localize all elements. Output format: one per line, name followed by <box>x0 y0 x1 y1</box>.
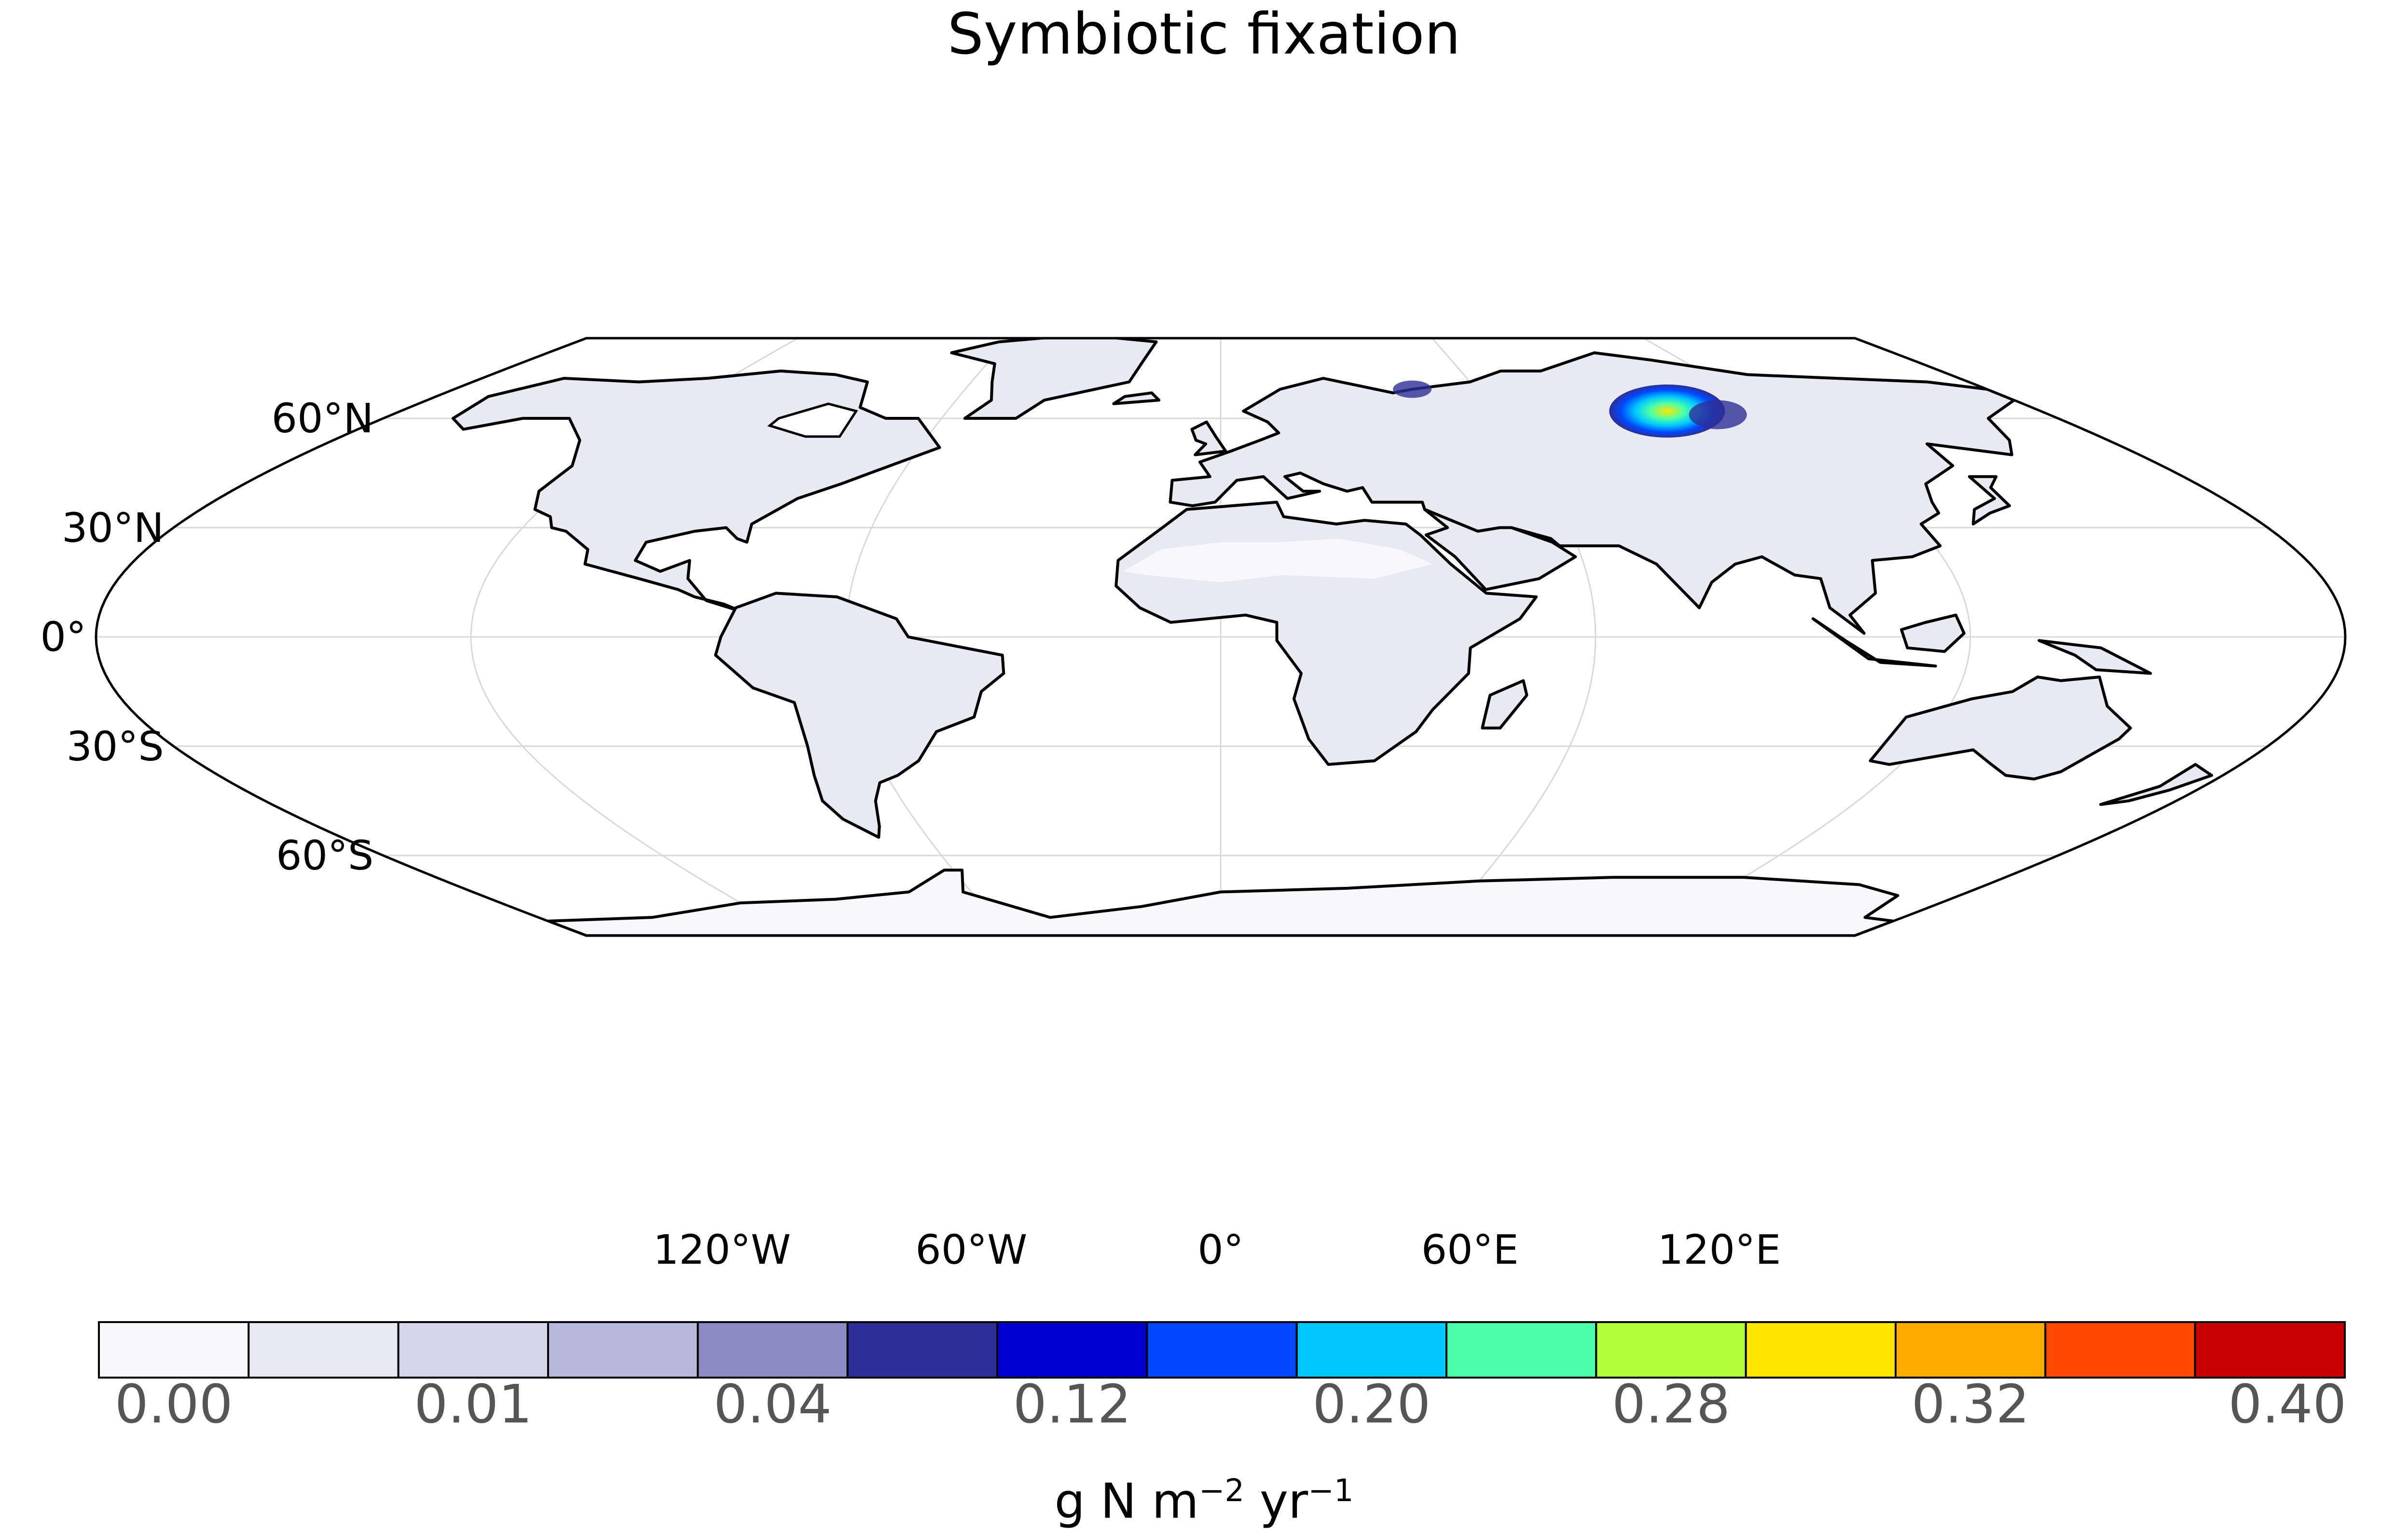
landmass-madagascar <box>1481 679 1528 730</box>
colorbar-segment <box>1595 1321 1747 1379</box>
colorbar-tick: 0.32 <box>1911 1373 2030 1435</box>
sahara-low-region <box>1123 538 1433 582</box>
colorbar-tick: 0.01 <box>414 1373 533 1435</box>
hotspot-tail <box>1689 400 1747 429</box>
colorbar-segment <box>1745 1321 1897 1379</box>
colorbar-segment <box>2044 1321 2196 1379</box>
colorbar-segment <box>1146 1321 1298 1379</box>
landmass-new-guinea <box>2037 639 2152 675</box>
colorbar-tick: 0.28 <box>1612 1373 1730 1435</box>
landmass-antarctica <box>546 869 1899 936</box>
landmass-uk <box>1190 420 1227 456</box>
colorbar <box>98 1321 2346 1379</box>
lat-label: 60°N <box>271 395 374 442</box>
colorbar-segment <box>996 1321 1148 1379</box>
colorbar-segment <box>697 1321 849 1379</box>
colorbar-tick: 0.40 <box>2228 1373 2347 1435</box>
landmass-sumatra-java <box>1811 617 1937 668</box>
colorbar-tick: 0.00 <box>114 1373 233 1435</box>
colorbar-unit-label: g N m−2 yr−1 <box>1054 1473 1354 1530</box>
lat-label: 0° <box>40 613 86 661</box>
map-boundary <box>95 337 2347 937</box>
colorbar-tick: 0.20 <box>1312 1373 1431 1435</box>
landmass-new-zealand <box>2099 763 2213 806</box>
colorbar-segment <box>248 1321 399 1379</box>
colorbar-tick: 0.04 <box>714 1373 832 1435</box>
lon-label: 60°E <box>1421 1226 1519 1273</box>
landmass-australia <box>1869 676 2132 781</box>
colorbar-segment <box>1295 1321 1448 1379</box>
graticule <box>96 338 2345 936</box>
lat-label: 60°S <box>276 832 374 879</box>
lon-label: 120°E <box>1657 1226 1781 1273</box>
lat-label: 30°N <box>61 504 164 552</box>
land-fill <box>452 338 2213 936</box>
landmass-arabia <box>1423 508 1577 591</box>
colorbar-segment <box>397 1321 550 1379</box>
landmass-japan <box>1968 475 2011 525</box>
hotspot-core <box>1609 384 1725 438</box>
lon-label: 0° <box>1197 1226 1244 1273</box>
colorbar-segment <box>547 1321 699 1379</box>
fixation-hotspot <box>1393 380 1747 438</box>
hudson-bay <box>767 402 858 438</box>
colorbar-segment <box>1445 1321 1597 1379</box>
landmass-north-america <box>452 369 941 613</box>
lon-label: 60°W <box>915 1226 1028 1273</box>
colorbar-segment <box>2194 1321 2346 1379</box>
landmass-borneo <box>1900 613 1966 653</box>
map-title: Symbiotic fixation <box>947 0 1461 67</box>
hotspot-north <box>1393 380 1432 398</box>
colorbar-segment <box>1895 1321 2047 1379</box>
landmass-south-america <box>714 592 1005 839</box>
colorbar-segment <box>846 1321 998 1379</box>
landmass-greenland <box>950 338 1158 420</box>
lat-label: 30°S <box>66 722 164 770</box>
landmass-madagascar-iceland <box>1112 391 1161 405</box>
colorbar-tick: 0.12 <box>1013 1373 1131 1435</box>
colorbar-segment <box>98 1321 250 1379</box>
lon-label: 120°W <box>653 1226 791 1273</box>
